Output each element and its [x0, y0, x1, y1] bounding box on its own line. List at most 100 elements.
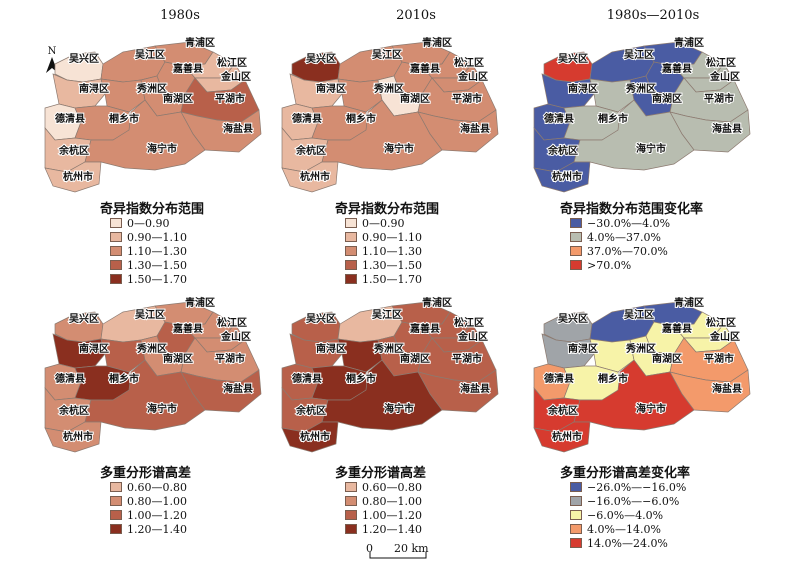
legend-swatch	[110, 524, 122, 534]
legend-item: 4.0%—14.0%	[570, 522, 686, 536]
region-label-吴兴区: 吴兴区	[558, 52, 588, 65]
legend-label: >70.0%	[587, 258, 632, 272]
legend-label: 0.80—1.00	[127, 494, 187, 508]
region-label-金山区: 金山区	[220, 330, 251, 343]
legend-label: −16.0%—−6.0%	[587, 494, 680, 508]
region-label-平湖市: 平湖市	[704, 352, 734, 365]
legend-item: −6.0%—4.0%	[570, 508, 686, 522]
legend-swatch	[570, 246, 582, 256]
legend-swatch	[570, 482, 582, 492]
legend-swatch	[570, 538, 582, 548]
region-海宁市	[573, 359, 695, 431]
legend-item: 0.60—0.80	[345, 480, 422, 494]
region-label-秀洲区: 秀洲区	[136, 342, 167, 355]
legend-swatch	[570, 510, 582, 520]
region-label-嘉善县: 嘉善县	[172, 62, 203, 75]
region-label-余杭区: 余杭区	[295, 144, 326, 157]
legend-label: 37.0%—70.0%	[587, 244, 668, 258]
region-label-吴江区: 吴江区	[624, 308, 654, 321]
region-label-金山区: 金山区	[220, 70, 251, 83]
region-label-金山区: 金山区	[457, 330, 488, 343]
legend-label: 0.90—1.10	[362, 230, 422, 244]
region-杭州市	[533, 421, 591, 453]
legend-item: −26.0%—−16.0%	[570, 480, 686, 494]
region-label-南浔区: 南浔区	[79, 342, 109, 355]
region-label-松江区: 松江区	[454, 56, 484, 69]
region-label-德清县: 德清县	[291, 372, 322, 385]
legend-swatch	[110, 482, 122, 492]
legend-label: −26.0%—−16.0%	[587, 480, 687, 494]
region-海宁市	[84, 99, 206, 171]
legend-item: 1.50—1.70	[345, 272, 422, 286]
legend-swatch	[570, 524, 582, 534]
legend-title-bot-right: 多重分形谱高差变化率	[560, 466, 691, 481]
region-label-南湖区: 南湖区	[163, 352, 193, 365]
region-label-德清县: 德清县	[54, 112, 85, 125]
region-label-吴江区: 吴江区	[135, 308, 165, 321]
region-label-青浦区: 青浦区	[674, 36, 704, 49]
region-label-杭州市: 杭州市	[63, 170, 93, 183]
legend-swatch	[570, 496, 582, 506]
legend-item: 1.10—1.30	[345, 244, 422, 258]
region-label-德清县: 德清县	[543, 112, 574, 125]
legend-swatch	[345, 260, 357, 270]
legend-label: 4.0%—37.0%	[587, 230, 661, 244]
region-label-桐乡市: 桐乡市	[346, 112, 376, 125]
legend-item: 4.0%—37.0%	[570, 230, 670, 244]
region-label-余杭区: 余杭区	[295, 404, 326, 417]
region-label-嘉善县: 嘉善县	[409, 322, 440, 335]
legend-label: 1.10—1.30	[127, 244, 187, 258]
region-label-松江区: 松江区	[217, 56, 247, 69]
region-海宁市	[321, 99, 443, 171]
legend-top-right: −30.0%—4.0% 4.0%—37.0% 37.0%—70.0% >70.0%	[570, 216, 670, 272]
region-label-吴兴区: 吴兴区	[69, 52, 99, 65]
legend-top-mid: 0—0.90 0.90—1.10 1.10—1.30 1.30—1.50 1.50—1.…	[345, 216, 422, 286]
region-label-桐乡市: 桐乡市	[598, 372, 628, 385]
region-label-桐乡市: 桐乡市	[109, 112, 139, 125]
legend-bot-left: 0.60—0.80 0.80—1.00 1.00—1.20 1.20—1.40	[110, 480, 187, 536]
legend-item: 14.0%—24.0%	[570, 536, 686, 550]
legend-title-top-left: 奇异指数分布范围	[100, 202, 205, 217]
region-label-松江区: 松江区	[706, 56, 736, 69]
legend-item: 0.90—1.10	[110, 230, 187, 244]
region-label-青浦区: 青浦区	[185, 296, 215, 309]
legend-item: 1.50—1.70	[110, 272, 187, 286]
region-label-海盐县: 海盐县	[712, 122, 742, 135]
region-label-松江区: 松江区	[217, 316, 247, 329]
region-label-海宁市: 海宁市	[636, 142, 666, 155]
region-label-南浔区: 南浔区	[568, 82, 598, 95]
legend-label: 1.50—1.70	[362, 272, 422, 286]
legend-top-left: 0—0.90 0.90—1.10 1.10—1.30 1.30—1.50 1.50—1.…	[110, 216, 187, 286]
legend-swatch	[345, 232, 357, 242]
region-label-德清县: 德清县	[543, 372, 574, 385]
region-label-吴江区: 吴江区	[372, 308, 402, 321]
region-label-桐乡市: 桐乡市	[598, 112, 628, 125]
region-label-金山区: 金山区	[709, 330, 740, 343]
region-label-青浦区: 青浦区	[422, 296, 452, 309]
region-label-吴兴区: 吴兴区	[558, 312, 588, 325]
legend-swatch	[110, 246, 122, 256]
region-label-南浔区: 南浔区	[316, 82, 346, 95]
legend-swatch	[345, 524, 357, 534]
column-title-2010s: 2010s	[396, 8, 436, 23]
legend-label: 1.10—1.30	[362, 244, 422, 258]
legend-swatch	[110, 232, 122, 242]
legend-label: 14.0%—24.0%	[587, 536, 668, 550]
legend-item: 1.30—1.50	[345, 258, 422, 272]
legend-label: 0.90—1.10	[127, 230, 187, 244]
region-杭州市	[281, 161, 339, 193]
legend-label: 1.30—1.50	[127, 258, 187, 272]
region-label-桐乡市: 桐乡市	[109, 372, 139, 385]
region-label-杭州市: 杭州市	[300, 430, 330, 443]
region-label-海宁市: 海宁市	[636, 402, 666, 415]
legend-item: 37.0%—70.0%	[570, 244, 670, 258]
legend-swatch	[345, 510, 357, 520]
legend-swatch	[110, 510, 122, 520]
region-秀洲区	[100, 338, 146, 373]
region-label-海盐县: 海盐县	[460, 122, 490, 135]
legend-label: 0—0.90	[127, 216, 170, 230]
legend-label: 1.30—1.50	[362, 258, 422, 272]
legend-swatch	[110, 496, 122, 506]
legend-item: 0.80—1.00	[345, 494, 422, 508]
